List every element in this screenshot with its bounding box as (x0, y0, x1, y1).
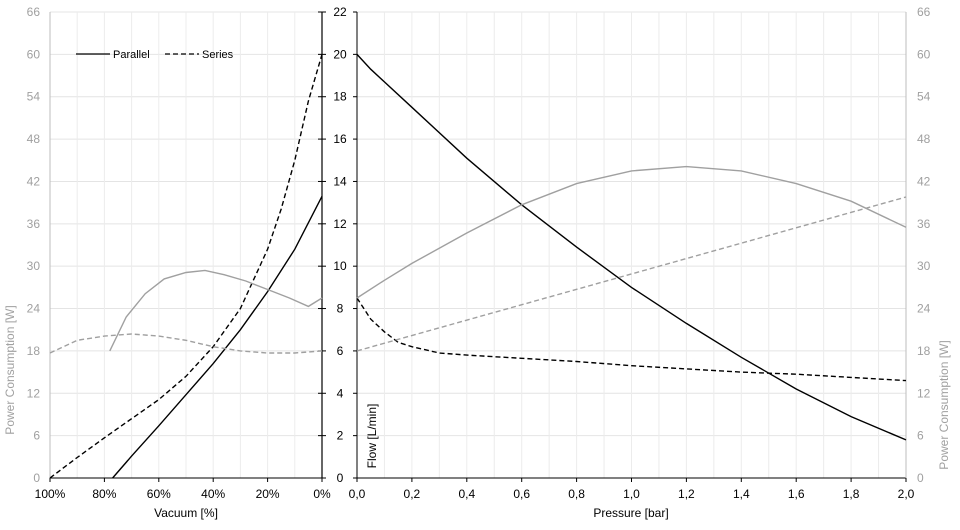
x-tick-pressure: 0,4 (458, 487, 475, 501)
y-tick-power-left: 6 (33, 429, 40, 443)
gridlines (50, 11, 906, 478)
y-tick-power-left: 0 (33, 471, 40, 485)
y-tick-flow: 18 (333, 90, 347, 104)
pressure-series-flow-line (356, 297, 907, 382)
legend-parallel-label: Parallel (113, 49, 150, 61)
vacuum-parallel-power-line (109, 269, 323, 352)
x-tick-vacuum: 40% (201, 487, 225, 501)
x-tick-vacuum: 80% (92, 487, 116, 501)
x-axis-title-pressure: Pressure [bar] (593, 506, 668, 520)
x-tick-pressure: 0,0 (349, 487, 366, 501)
legend-series-label: Series (202, 49, 234, 61)
x-tick-pressure: 2,0 (898, 487, 915, 501)
y-tick-power-left: 12 (27, 386, 41, 400)
y-tick-flow: 22 (333, 5, 347, 19)
y-tick-power-right: 24 (917, 302, 931, 316)
y-axis-title-flow: Flow [L/min] (365, 404, 379, 469)
x-tick-pressure: 1,6 (788, 487, 805, 501)
x-tick-pressure: 0,8 (568, 487, 585, 501)
x-tick-vacuum: 100% (35, 487, 66, 501)
y-tick-power-left: 54 (27, 90, 41, 104)
y-tick-power-right: 6 (917, 429, 924, 443)
y-tick-flow: 14 (333, 174, 347, 188)
series-lines (49, 53, 907, 479)
y-tick-power-right: 42 (917, 174, 931, 188)
vacuum-parallel-flow-line (112, 195, 323, 479)
y-tick-power-left: 60 (27, 47, 41, 61)
y-axis-title-power-right: Power Consumption [W] (937, 340, 951, 469)
x-tick-vacuum: 60% (147, 487, 171, 501)
x-axis-title-vacuum: Vacuum [%] (154, 506, 218, 520)
x-tick-pressure: 1,4 (733, 487, 750, 501)
y-tick-power-right: 12 (917, 386, 931, 400)
y-tick-power-right: 54 (917, 90, 931, 104)
y-tick-power-right: 18 (917, 344, 931, 358)
vacuum-series-power-line (49, 333, 323, 354)
y-tick-power-left: 18 (27, 344, 41, 358)
y-tick-power-right: 0 (917, 471, 924, 485)
legend: Parallel Series (76, 49, 234, 61)
pressure-parallel-power-line (356, 165, 907, 299)
axes (49, 12, 907, 479)
y-tick-flow: 10 (333, 259, 347, 273)
y-tick-flow: 8 (337, 302, 344, 316)
y-tick-power-left: 66 (27, 5, 41, 19)
y-tick-flow: 4 (337, 386, 344, 400)
y-tick-flow: 0 (337, 471, 344, 485)
tick-labels: 0 0 0 6 2 6 12 4 12 18 6 18 24 8 24 30 10 30 36 12 36 42 14 42 4… (27, 5, 931, 501)
y-tick-power-left: 30 (27, 259, 41, 273)
x-tick-pressure: 0,2 (404, 487, 421, 501)
x-tick-pressure: 1,2 (678, 487, 695, 501)
y-tick-power-left: 48 (27, 132, 41, 146)
pressure-series-power-line (356, 196, 907, 352)
x-tick-vacuum: 0% (313, 487, 331, 501)
y-tick-power-right: 60 (917, 47, 931, 61)
y-tick-power-right: 36 (917, 217, 931, 231)
y-tick-power-left: 42 (27, 174, 41, 188)
vacuum-series-flow-line (49, 54, 323, 479)
x-tick-pressure: 1,8 (843, 487, 860, 501)
y-tick-flow: 16 (333, 132, 347, 146)
x-tick-vacuum: 20% (256, 487, 280, 501)
y-tick-flow: 6 (337, 344, 344, 358)
y-tick-power-left: 36 (27, 217, 41, 231)
x-tick-pressure: 0,6 (513, 487, 530, 501)
pressure-parallel-flow-line (356, 53, 907, 441)
y-tick-flow: 20 (333, 47, 347, 61)
y-tick-power-right: 30 (917, 259, 931, 273)
y-tick-flow: 12 (333, 217, 347, 231)
y-tick-flow: 2 (337, 429, 344, 443)
y-tick-power-right: 66 (917, 5, 931, 19)
y-tick-power-right: 48 (917, 132, 931, 146)
y-tick-power-left: 24 (27, 302, 41, 316)
x-tick-pressure: 1,0 (623, 487, 640, 501)
y-axis-title-power-left: Power Consumption [W] (3, 305, 17, 434)
